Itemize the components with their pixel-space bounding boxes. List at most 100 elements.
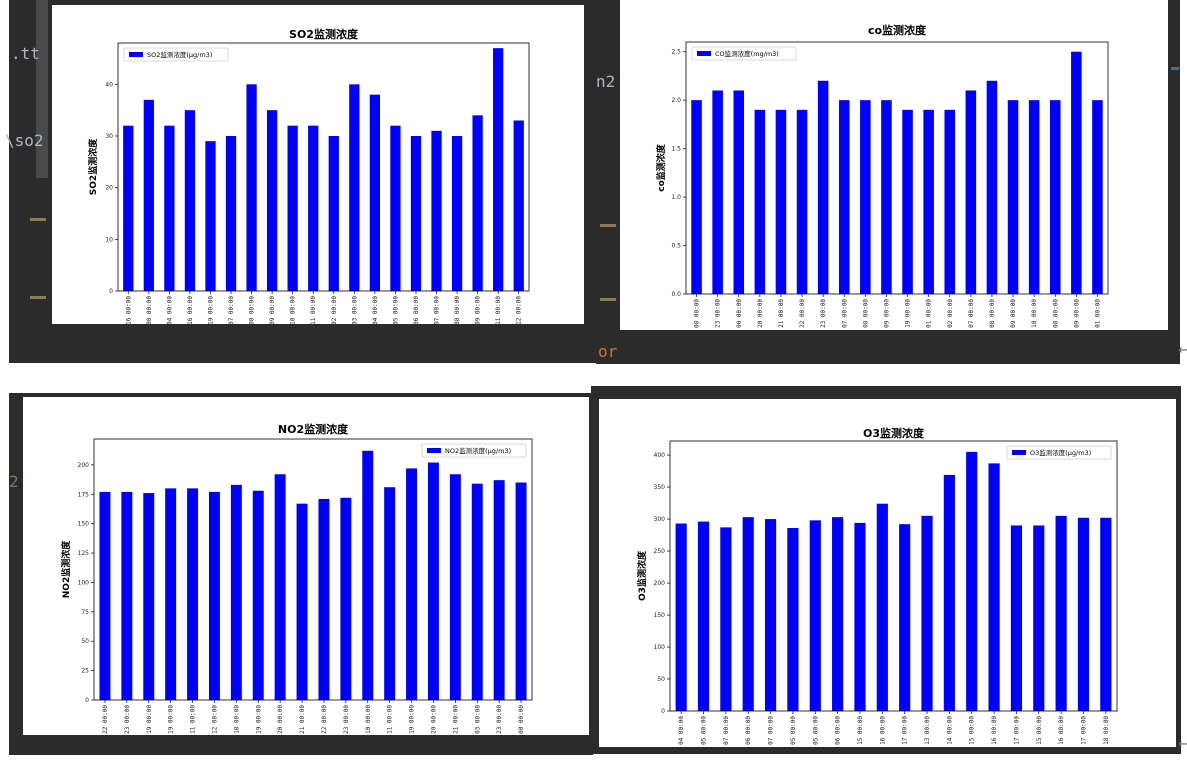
o3-chart-title: O3监测浓度: [863, 426, 925, 440]
o3-legend-swatch: [1012, 450, 1026, 455]
co-bar: [881, 100, 892, 295]
so2-x-tick-label: 16 00:00: [187, 296, 194, 324]
so2-x-tick-label: 10 00:00: [290, 296, 297, 324]
co-x-tick-label: 10 00:00: [1031, 299, 1038, 328]
so2-legend-label: SO2监测浓度(μg/m3): [147, 50, 212, 59]
no2-x-tick-label: 10 00:00: [365, 705, 372, 734]
code-fragment-tt: .tt: [11, 44, 40, 63]
so2-bar: [164, 125, 175, 292]
co-bar: [838, 100, 850, 295]
co-bar: [754, 109, 766, 294]
o3-x-tick-label: 15 00:00: [1036, 716, 1043, 745]
no2-x-tick-label: 21 00:00: [299, 705, 306, 734]
o3-x-tick-label: 07 00:00: [723, 716, 730, 745]
no2-bar: [515, 482, 527, 700]
no2-x-tick-label: 00 00:00: [518, 705, 525, 734]
o3-x-tick-label: 05 00:00: [701, 716, 708, 745]
no2-x-tick-label: 11 00:00: [190, 705, 197, 734]
no2-y-tick-label: 175: [78, 491, 90, 498]
so2-bar: [410, 136, 422, 291]
o3-x-tick-label: 05 00:00: [812, 716, 819, 745]
co-bar: [860, 100, 871, 295]
scrollbar-thumb[interactable]: [36, 0, 48, 178]
o3-bar: [854, 522, 866, 711]
co-x-tick-label: 00 00:00: [736, 299, 743, 328]
so2-y-tick-label: 0: [109, 288, 113, 295]
so2-bar: [143, 99, 154, 291]
no2-y-tick-label: 75: [81, 609, 89, 616]
o3-chart: O3监测浓度 O3监测浓度 0 50 100 150 200 250 300 350 400 04 0…: [636, 426, 1118, 745]
co-chart-title: co监测浓度: [868, 23, 927, 37]
o3-legend-box: [1006, 445, 1112, 460]
so2-x-tick-label: 05 00:00: [392, 296, 399, 324]
arrow-icon: ←: [1178, 343, 1187, 358]
o3-bar: [1077, 517, 1090, 711]
o3-bar: [1100, 517, 1112, 711]
no2-x-tick-label: 23 00:00: [496, 705, 503, 734]
co-x-tick-label: 22 00:00: [799, 299, 806, 328]
so2-x-tick-label: 07 00:00: [434, 296, 441, 324]
no2-plot-area: [93, 438, 533, 701]
no2-x-tick-label: 18 00:00: [233, 705, 240, 734]
co-x-tick-label: 21 00:00: [778, 299, 785, 328]
so2-x-tick-label: 11 00:00: [310, 296, 317, 324]
no2-chart: NO2监测浓度 NO2监测浓度 0 25 50 75 100 125 150 175 200 22 0…: [60, 422, 533, 734]
no2-bar: [187, 488, 199, 700]
so2-x-tick-label: 04 00:00: [166, 296, 173, 324]
co-y-tick-label: 0.5: [671, 243, 681, 250]
so2-plot-area: [117, 42, 530, 292]
o3-x-tick-label: 16 00:00: [1058, 716, 1065, 745]
co-x-tick-label: 07 00:00: [841, 299, 848, 328]
no2-y-tick-label: 0: [85, 697, 89, 704]
no2-x-tick-label: 22 00:00: [102, 705, 109, 734]
co-x-tick-label: 08 00:00: [1052, 299, 1059, 328]
o3-bar: [720, 527, 732, 711]
no2-bar: [406, 468, 418, 700]
co-x-tick-label: 08 00:00: [989, 299, 996, 328]
co-bar: [944, 109, 956, 294]
co-x-tick-label: 20 00:00: [757, 299, 764, 328]
so2-legend-swatch: [129, 52, 143, 57]
no2-bar: [230, 484, 242, 700]
o3-x-tick-label: 04 00:00: [678, 716, 685, 745]
o3-y-tick-label: 0: [661, 708, 665, 715]
o3-bar: [742, 517, 754, 711]
so2-bar: [123, 125, 134, 292]
o3-x-tick-label: 15 00:00: [969, 716, 976, 745]
o3-bar: [1010, 525, 1023, 711]
o3-x-tick-label: 05 00:00: [790, 716, 797, 745]
no2-x-tick-label: 20 00:00: [277, 705, 284, 734]
o3-bar: [876, 503, 888, 711]
o3-x-tick-label: 17 00:00: [902, 716, 909, 745]
no2-chart-title: NO2监测浓度: [278, 422, 349, 436]
co-x-tick-label: 09 00:00: [883, 299, 890, 328]
gutter-mark: [1171, 67, 1179, 70]
no2-legend-swatch: [427, 448, 441, 453]
no2-y-tick-label: 125: [78, 550, 90, 557]
arrow-icon: ←: [1178, 737, 1187, 752]
so2-bar: [349, 84, 360, 291]
so2-x-tick-label: 07 00:00: [228, 296, 235, 324]
so2-bar: [246, 84, 257, 291]
no2-x-tick-label: 11 00:00: [387, 705, 394, 734]
no2-x-tick-label: 19 00:00: [168, 705, 175, 734]
o3-bar: [1033, 525, 1045, 711]
gutter-mark: [600, 298, 616, 301]
o3-bar: [988, 463, 1000, 711]
so2-x-tick-label: 11 00:00: [495, 296, 502, 324]
co-bar: [965, 90, 977, 294]
o3-x-tick-label: 06 00:00: [745, 716, 752, 745]
so2-y-axis-label: SO2监测浓度: [87, 138, 99, 195]
o3-x-tick-label: 17 00:00: [1080, 716, 1087, 745]
so2-bar: [493, 48, 504, 291]
no2-x-tick-label: 23 00:00: [343, 705, 350, 734]
o3-y-tick-label: 100: [654, 644, 666, 651]
co-bar: [796, 109, 808, 294]
no2-bar: [340, 497, 352, 700]
o3-x-tick-label: 06 00:00: [835, 716, 842, 745]
o3-bar: [764, 519, 777, 711]
so2-bar: [184, 110, 196, 292]
so2-bar: [451, 136, 463, 291]
no2-y-tick-label: 150: [78, 521, 90, 528]
no2-x-tick-label: 23 00:00: [124, 705, 131, 734]
